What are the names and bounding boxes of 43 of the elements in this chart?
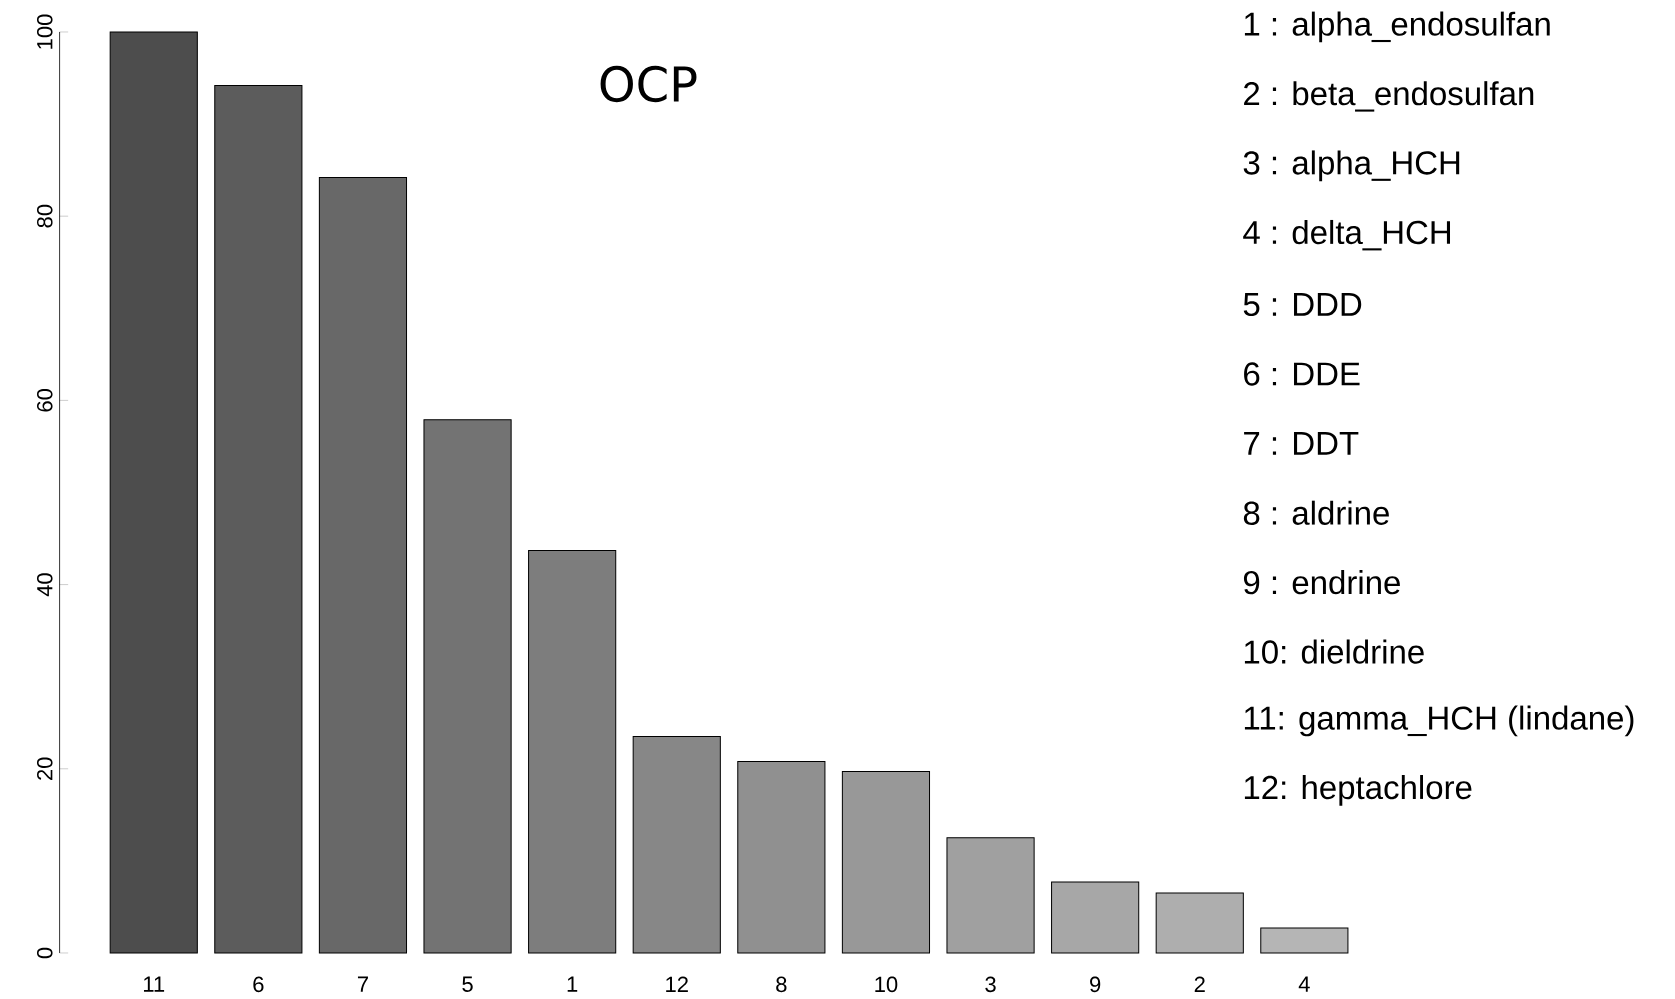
y-tick-label: 20 [36,757,53,780]
annotation: 3 : alpha_HCH [1243,150,1460,182]
x-tick-label: 2 [1194,976,1205,992]
bar [318,177,408,954]
x-tick-label: 3 [985,976,996,993]
x-tick-label: 12 [666,976,688,992]
bar [528,550,617,954]
bar [946,837,1035,954]
annotation: 6 : DDE [1244,362,1360,386]
annotation: 11: gamma_HCH (lindane) [1244,705,1634,737]
bar [1260,927,1349,954]
annotation: 4 : delta_HCH [1243,219,1450,251]
x-tick-label: 4 [1298,976,1310,992]
annotation: 5 : DDD [1243,293,1362,317]
x-tick-label: 9 [1090,976,1101,993]
annotation: 1 : alpha_endosulfan [1244,11,1550,43]
annotation: 2 : beta_endosulfan [1244,81,1534,112]
y-tick-label: 80 [36,204,53,228]
x-tick-label: 5 [462,976,473,992]
bar [737,760,826,954]
bar [632,736,721,954]
bar [841,771,931,954]
y-tick-label: 100 [36,14,53,49]
x-tick-label: 10 [875,976,898,993]
y-tick-label: 60 [36,389,53,412]
y-tick-label: 40 [36,573,53,597]
x-tick-label: 1 [567,976,578,992]
bar [109,31,198,954]
x-tick-label: 11 [143,976,165,992]
x-tick-label: 7 [357,976,368,992]
annotation: 8 : aldrine [1243,500,1389,525]
x-tick-label: 6 [253,976,264,993]
annotation: 7 : DDT [1244,432,1359,455]
bar [1051,881,1140,954]
annotation: 10: dieldrine [1244,639,1424,664]
text: OCP [600,65,697,103]
x-tick-label: 8 [776,976,787,993]
bar [1155,892,1244,954]
bar [423,419,512,954]
bar [214,84,303,954]
annotation: 9 : endrine [1243,570,1400,595]
y-tick-label: 0 [36,947,53,959]
annotation: 12: heptachlore [1244,775,1472,806]
